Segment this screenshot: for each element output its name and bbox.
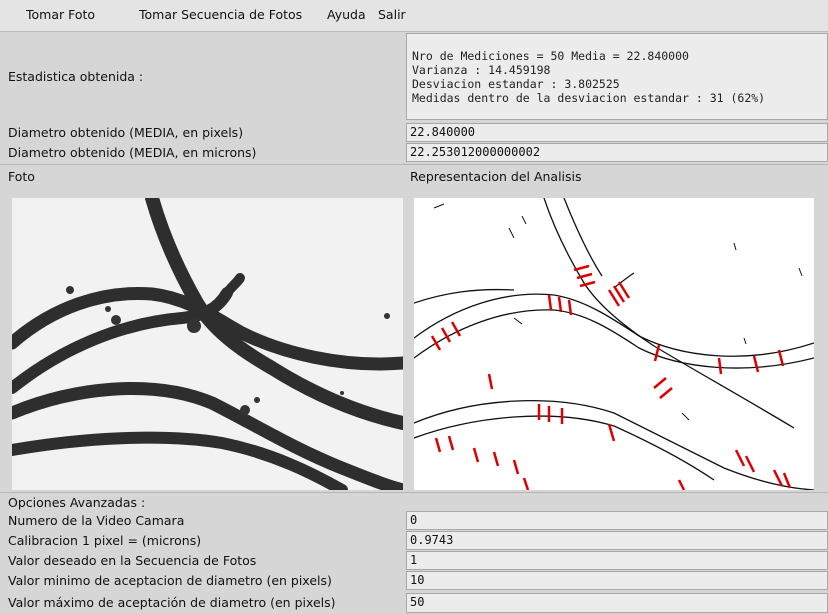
calibration-label: Calibracion 1 pixel = (microns) <box>8 533 202 548</box>
sequence-value-field[interactable]: 1 <box>406 551 828 570</box>
analysis-label: Representacion del Analisis <box>410 169 582 184</box>
video-camera-label: Numero de la Video Camara <box>8 513 185 528</box>
menu-salir[interactable]: Salir <box>378 7 406 22</box>
stats-line: Medidas dentro de la desviacion estandar… <box>412 91 766 105</box>
diam-um-field[interactable]: 22.253012000000002 <box>406 143 828 162</box>
diam-px-label: Diametro obtenido (MEDIA, en pixels) <box>8 125 244 140</box>
stats-line: Nro de Mediciones = 50 Media = 22.840000 <box>412 49 689 63</box>
diam-um-label: Diametro obtenido (MEDIA, en microns) <box>8 145 257 160</box>
analysis-image <box>414 198 814 490</box>
photo-label: Foto <box>8 169 35 184</box>
video-camera-field[interactable]: 0 <box>406 511 828 530</box>
stats-line: Desviacion estandar : 3.802525 <box>412 77 620 91</box>
min-diameter-label: Valor minimo de aceptacion de diametro (… <box>8 573 332 588</box>
menu-tomar-secuencia[interactable]: Tomar Secuencia de Fotos <box>139 7 303 22</box>
menu-tomar-foto[interactable]: Tomar Foto <box>26 7 96 22</box>
advanced-title: Opciones Avanzadas : <box>8 495 146 510</box>
stats-line: Varianza : 14.459198 <box>412 63 551 77</box>
max-diameter-field[interactable]: 50 <box>406 593 828 613</box>
min-diameter-field[interactable]: 10 <box>406 571 828 590</box>
stats-textarea[interactable]: Nro de Mediciones = 50 Media = 22.840000… <box>406 33 828 120</box>
diam-px-field[interactable]: 22.840000 <box>406 123 828 142</box>
menu-ayuda[interactable]: Ayuda <box>327 7 366 22</box>
max-diameter-label: Valor máximo de aceptación de diametro (… <box>8 595 336 610</box>
calibration-field[interactable]: 0.9743 <box>406 531 828 550</box>
menu-bar: Tomar Foto Tomar Secuencia de Fotos Ayud… <box>0 0 828 32</box>
sequence-value-label: Valor deseado en la Secuencia de Fotos <box>8 553 257 568</box>
photo-image <box>12 198 403 490</box>
divider <box>0 492 828 493</box>
divider <box>0 164 828 165</box>
stats-label: Estadistica obtenida : <box>8 69 144 84</box>
